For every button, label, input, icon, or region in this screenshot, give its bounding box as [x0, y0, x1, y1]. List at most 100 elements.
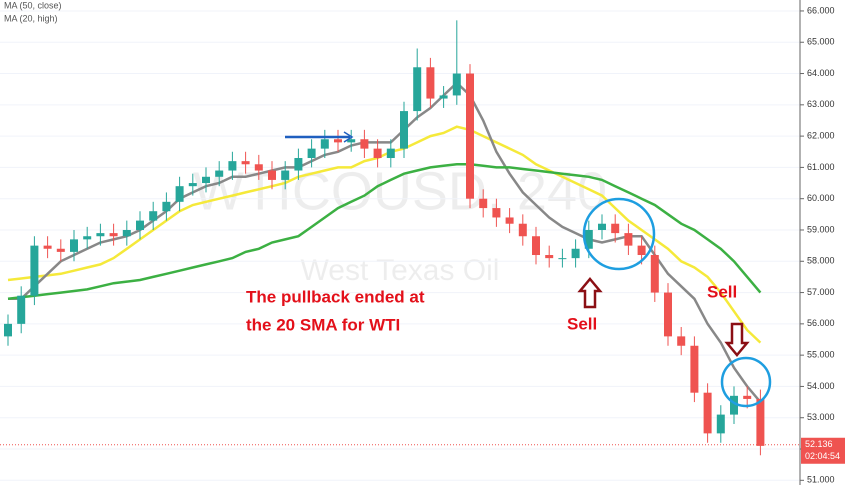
legend-entry: MA (50, close) — [4, 0, 62, 10]
y-tick-label: 53.000 — [807, 412, 835, 422]
candle-body — [149, 211, 158, 221]
candle-body — [690, 345, 699, 393]
y-tick-label: 63.000 — [807, 99, 835, 109]
candle-body — [17, 295, 26, 324]
candle-body — [202, 176, 210, 184]
ma-line — [7, 163, 762, 301]
level-arrow — [343, 131, 354, 143]
candle-body — [558, 258, 567, 260]
candle-body — [624, 233, 633, 246]
candle-body — [743, 395, 752, 399]
annotation: the 20 SMA for WTI — [246, 315, 400, 334]
legend: MA (50, close) MA (20, high) — [4, 0, 62, 23]
candle-body — [400, 111, 408, 149]
y-tick-label: 62.000 — [807, 130, 835, 140]
candle-body — [479, 198, 488, 209]
candle-body — [664, 292, 672, 337]
candle-body — [294, 158, 303, 171]
candle-body — [254, 164, 263, 171]
candle-body — [571, 248, 580, 259]
candle-body — [452, 73, 461, 96]
last-price-box — [801, 437, 845, 464]
candle-body — [136, 220, 144, 230]
candle-body — [386, 148, 395, 159]
ma-line — [7, 125, 762, 344]
candle-body — [373, 148, 382, 159]
candle-body — [307, 148, 316, 159]
y-tick-label: 66.000 — [807, 5, 835, 15]
candle-body — [320, 139, 329, 149]
candle-body — [122, 229, 131, 237]
grid — [0, 10, 800, 481]
y-tick-label: 65.000 — [807, 37, 835, 47]
candle-body — [70, 239, 78, 252]
axis-panel — [800, 0, 852, 485]
candle-body — [360, 139, 369, 149]
candle-body — [466, 73, 474, 199]
y-tick-label: 57.000 — [807, 287, 835, 297]
price-axis: 51.00052.00053.00054.00055.00056.00057.0… — [799, 0, 852, 485]
y-tick-label: 61.000 — [807, 162, 835, 172]
candle-body — [611, 223, 620, 234]
candle-body — [637, 245, 646, 256]
annotations: The pullback ended at the 20 SMA for WTI… — [246, 131, 772, 408]
candle-body — [241, 161, 250, 165]
candle-body — [716, 414, 725, 434]
candle-body — [413, 67, 422, 112]
legend-entry: MA (20, high) — [4, 13, 58, 23]
y-tick-label: 64.000 — [807, 68, 835, 78]
y-tick-label: 55.000 — [807, 350, 835, 360]
candle-body — [650, 255, 659, 293]
candle-body — [334, 139, 342, 143]
candle-body — [492, 208, 501, 218]
highlight-circle — [582, 197, 656, 271]
candle-body — [162, 201, 171, 212]
candle-body — [228, 161, 237, 171]
candle-body — [175, 186, 184, 202]
ma-lines — [7, 81, 762, 403]
candle-body — [426, 67, 435, 99]
candle-body — [439, 95, 448, 99]
candle-body — [532, 236, 540, 256]
annotation: Sell — [567, 314, 597, 333]
highlight-circle — [720, 356, 772, 408]
candle-body — [188, 183, 197, 187]
ma-line — [8, 81, 762, 403]
candle-body — [268, 170, 276, 180]
watermark: West Texas Oil — [301, 254, 500, 287]
candle-body — [518, 223, 527, 237]
last-price-label: 52.136 — [805, 439, 833, 449]
candle-body — [730, 395, 738, 415]
candle-body — [281, 170, 290, 180]
y-tick-label: 54.000 — [807, 381, 835, 391]
up-arrow — [577, 277, 603, 309]
candle-body — [43, 245, 52, 249]
candle-body — [347, 139, 356, 143]
candle-body — [96, 233, 105, 237]
y-tick-label: 51.000 — [807, 475, 835, 485]
candle-body — [545, 255, 554, 259]
candle-body — [83, 236, 92, 240]
candle-body — [703, 392, 712, 434]
candles — [4, 20, 765, 456]
candle-body — [598, 223, 606, 230]
candle-body — [56, 248, 65, 252]
candle-body — [30, 245, 39, 296]
candle-body — [215, 170, 224, 177]
countdown-label: 02:04:54 — [805, 451, 840, 461]
candle-body — [584, 229, 593, 249]
candle-body — [756, 398, 765, 446]
candle-body — [4, 323, 12, 337]
candle-body — [109, 233, 118, 237]
y-tick-label: 59.000 — [807, 224, 835, 234]
y-tick-label: 60.000 — [807, 193, 835, 203]
y-tick-label: 56.000 — [807, 318, 835, 328]
down-arrow — [724, 322, 750, 357]
annotation: The pullback ended at — [246, 287, 425, 306]
y-tick-label: 58.000 — [807, 256, 835, 266]
annotation: Sell — [707, 282, 737, 301]
candle-body — [677, 336, 686, 346]
candle-body — [505, 217, 514, 224]
